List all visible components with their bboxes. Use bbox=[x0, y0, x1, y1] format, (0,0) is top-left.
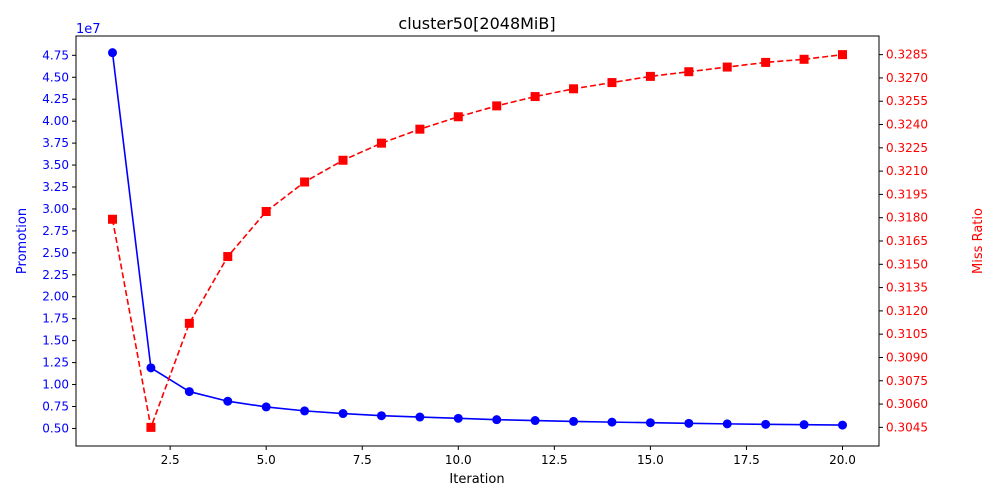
right-axis-label: Miss Ratio bbox=[971, 208, 986, 274]
left-tick-label: 2.25 bbox=[42, 268, 69, 282]
data-point-left bbox=[569, 416, 579, 426]
x-tick-label: 10.0 bbox=[445, 453, 472, 467]
left-tick-label: 3.75 bbox=[42, 136, 69, 150]
data-point-right bbox=[184, 318, 194, 328]
data-point-left bbox=[184, 387, 194, 397]
right-tick-label: 0.3225 bbox=[886, 141, 928, 155]
data-point-left bbox=[338, 409, 348, 419]
data-point-right bbox=[645, 71, 655, 81]
data-point-right bbox=[300, 177, 310, 187]
series-line-left bbox=[111, 52, 843, 426]
chart-title: cluster50[2048MiB] bbox=[398, 14, 555, 33]
left-axis-multiplier: 1e7 bbox=[76, 22, 101, 37]
left-tick-label: 1.50 bbox=[42, 334, 69, 348]
data-point-left bbox=[146, 363, 156, 373]
left-tick-label: 3.00 bbox=[42, 202, 69, 216]
data-point-right bbox=[799, 54, 809, 64]
data-point-right bbox=[530, 92, 540, 102]
x-tick-label: 15.0 bbox=[637, 453, 664, 467]
left-tick-label: 4.25 bbox=[42, 92, 69, 106]
left-tick-label: 1.00 bbox=[42, 378, 69, 392]
left-axis-label: Promotion bbox=[15, 208, 30, 274]
right-tick-label: 0.3105 bbox=[886, 327, 928, 341]
data-point-left bbox=[376, 411, 386, 421]
data-point-right bbox=[223, 252, 233, 262]
x-tick-label: 2.5 bbox=[161, 453, 180, 467]
right-tick-label: 0.3045 bbox=[886, 420, 928, 434]
left-tick-label: 0.50 bbox=[42, 421, 69, 435]
left-tick-label: 2.75 bbox=[42, 224, 69, 238]
data-point-left bbox=[453, 413, 463, 423]
data-point-right bbox=[146, 422, 156, 432]
left-tick-label: 3.25 bbox=[42, 180, 69, 194]
data-point-left bbox=[300, 406, 310, 416]
data-point-right bbox=[415, 124, 425, 134]
x-tick-label: 5.0 bbox=[257, 453, 276, 467]
right-tick-label: 0.3075 bbox=[886, 374, 928, 388]
data-point-right bbox=[338, 155, 348, 165]
data-point-right bbox=[376, 138, 386, 148]
data-point-right bbox=[722, 62, 732, 72]
right-tick-label: 0.3060 bbox=[886, 397, 928, 411]
left-tick-label: 3.50 bbox=[42, 158, 69, 172]
data-point-right bbox=[607, 78, 617, 88]
right-tick-label: 0.3270 bbox=[886, 71, 928, 85]
left-tick-label: 2.50 bbox=[42, 246, 69, 260]
data-point-left bbox=[607, 417, 617, 427]
right-tick-label: 0.3120 bbox=[886, 304, 928, 318]
data-point-left bbox=[684, 418, 694, 428]
data-point-left bbox=[530, 416, 540, 426]
data-point-right bbox=[261, 206, 271, 216]
left-tick-label: 4.50 bbox=[42, 70, 69, 84]
right-tick-label: 0.3240 bbox=[886, 118, 928, 132]
series-line-right bbox=[111, 53, 843, 431]
right-tick-label: 0.3135 bbox=[886, 281, 928, 295]
data-point-left bbox=[415, 412, 425, 422]
series-layer bbox=[108, 48, 847, 432]
data-point-right bbox=[838, 50, 847, 60]
data-point-left bbox=[261, 402, 271, 412]
left-tick-label: 4.75 bbox=[42, 48, 69, 62]
left-tick-label: 1.25 bbox=[42, 356, 69, 370]
right-tick-label: 0.3285 bbox=[886, 48, 928, 62]
data-point-right bbox=[761, 57, 771, 67]
left-tick-label: 1.75 bbox=[42, 312, 69, 326]
data-point-left bbox=[761, 419, 771, 429]
data-point-left bbox=[799, 420, 809, 430]
data-point-right bbox=[108, 214, 117, 224]
left-tick-label: 0.75 bbox=[42, 399, 69, 413]
right-tick-label: 0.3180 bbox=[886, 211, 928, 225]
data-point-right bbox=[453, 112, 463, 122]
right-tick-label: 0.3210 bbox=[886, 164, 928, 178]
right-tick-label: 0.3195 bbox=[886, 187, 928, 201]
data-point-left bbox=[722, 419, 732, 429]
data-point-right bbox=[492, 101, 502, 111]
left-tick-label: 4.00 bbox=[42, 114, 69, 128]
left-tick-label: 2.00 bbox=[42, 290, 69, 304]
x-tick-label: 12.5 bbox=[541, 453, 568, 467]
x-tick-label: 17.5 bbox=[733, 453, 760, 467]
axes-layer: 2.5 5.0 7.5 10.0 12.5 15.0 17.5 20.0 0.50 0.75 1.0… bbox=[42, 35, 928, 467]
data-point-left bbox=[108, 48, 117, 58]
data-point-left bbox=[492, 415, 502, 425]
data-point-left bbox=[645, 418, 655, 428]
data-point-right bbox=[569, 84, 579, 94]
x-tick-label: 7.5 bbox=[353, 453, 372, 467]
right-tick-label: 0.3255 bbox=[886, 94, 928, 108]
right-tick-label: 0.3165 bbox=[886, 234, 928, 248]
right-tick-label: 0.3090 bbox=[886, 350, 928, 364]
right-tick-label: 0.3150 bbox=[886, 257, 928, 271]
x-tick-label: 20.0 bbox=[829, 453, 856, 467]
x-axis-label: Iteration bbox=[449, 472, 504, 487]
data-point-left bbox=[223, 396, 233, 406]
data-point-left bbox=[838, 420, 847, 430]
data-point-right bbox=[684, 67, 694, 77]
